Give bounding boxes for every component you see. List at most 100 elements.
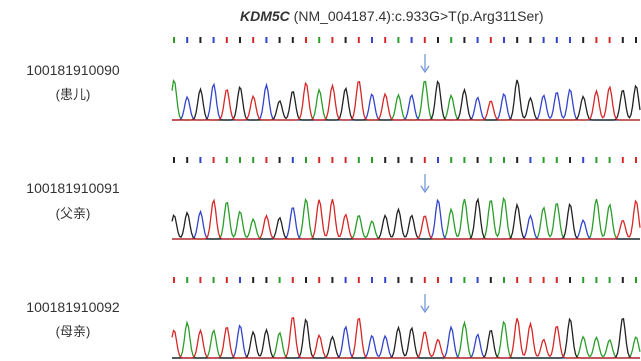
base-call <box>503 277 505 283</box>
base-call <box>595 277 597 283</box>
base-call <box>252 157 254 163</box>
base-call <box>318 37 320 43</box>
base-call <box>463 277 465 283</box>
base-call <box>279 37 281 43</box>
base-call <box>292 37 294 43</box>
base-call <box>252 37 254 43</box>
sample-label: (父亲) <box>8 203 138 222</box>
base-call <box>397 157 399 163</box>
base-call <box>173 277 175 283</box>
base-call <box>424 157 426 163</box>
base-call <box>529 37 531 43</box>
base-call <box>279 277 281 283</box>
title: KDM5C (NM_004187.4):c.933G>T(p.Arg311Ser… <box>240 8 544 24</box>
base-call <box>582 277 584 283</box>
base-call <box>213 277 215 283</box>
base-call <box>279 157 281 163</box>
trace <box>172 84 640 120</box>
base-call <box>582 157 584 163</box>
base-call <box>609 277 611 283</box>
gene-name: KDM5C <box>240 8 290 24</box>
base-call <box>331 277 333 283</box>
sample-label: (患儿) <box>8 84 138 103</box>
base-call <box>384 157 386 163</box>
base-call <box>213 157 215 163</box>
base-call <box>556 157 558 163</box>
base-call <box>437 157 439 163</box>
sample-id: 100181910092 <box>8 299 138 315</box>
base-call <box>305 37 307 43</box>
base-call <box>556 277 558 283</box>
base-call <box>199 277 201 283</box>
base-call <box>595 157 597 163</box>
base-call <box>450 37 452 43</box>
base-call <box>199 157 201 163</box>
sample-id: 100181910090 <box>8 62 138 78</box>
base-call <box>490 37 492 43</box>
base-call <box>477 37 479 43</box>
figure: KDM5C (NM_004187.4):c.933G>T(p.Arg311Ser… <box>0 0 641 361</box>
base-call <box>239 37 241 43</box>
base-call <box>292 157 294 163</box>
variant: (NM_004187.4):c.933G>T(p.Arg311Ser) <box>290 8 544 24</box>
base-call <box>635 277 637 283</box>
base-call <box>265 37 267 43</box>
base-call <box>569 157 571 163</box>
base-call <box>411 37 413 43</box>
base-call <box>595 37 597 43</box>
base-call <box>543 37 545 43</box>
base-call <box>397 37 399 43</box>
base-call <box>490 157 492 163</box>
base-call <box>543 157 545 163</box>
base-call <box>609 157 611 163</box>
base-call <box>622 157 624 163</box>
base-call <box>331 37 333 43</box>
base-call <box>384 37 386 43</box>
base-call <box>556 37 558 43</box>
base-call <box>622 277 624 283</box>
base-call <box>397 277 399 283</box>
base-call <box>199 37 201 43</box>
base-call <box>635 157 637 163</box>
base-call <box>569 37 571 43</box>
base-call <box>186 277 188 283</box>
base-call <box>609 37 611 43</box>
base-call <box>318 277 320 283</box>
base-call <box>226 37 228 43</box>
base-call <box>239 277 241 283</box>
base-call <box>358 277 360 283</box>
base-call <box>305 157 307 163</box>
base-call <box>635 37 637 43</box>
base-call <box>331 157 333 163</box>
base-call <box>318 157 320 163</box>
base-call <box>371 157 373 163</box>
base-call <box>424 277 426 283</box>
base-call <box>516 157 518 163</box>
base-call <box>358 157 360 163</box>
base-call <box>437 277 439 283</box>
base-call <box>516 277 518 283</box>
base-call <box>569 277 571 283</box>
sample-label: (母亲) <box>8 321 138 340</box>
base-call <box>173 157 175 163</box>
base-call <box>463 157 465 163</box>
sample-id: 100181910091 <box>8 180 138 196</box>
base-call <box>582 37 584 43</box>
base-call <box>543 277 545 283</box>
base-call <box>265 157 267 163</box>
base-call <box>345 37 347 43</box>
base-call <box>450 157 452 163</box>
base-call <box>477 157 479 163</box>
base-call <box>437 37 439 43</box>
base-call <box>226 277 228 283</box>
base-call <box>463 37 465 43</box>
base-call <box>503 157 505 163</box>
base-call <box>186 37 188 43</box>
base-call <box>503 37 505 43</box>
base-call <box>239 157 241 163</box>
base-call <box>529 157 531 163</box>
base-call <box>384 277 386 283</box>
base-call <box>516 37 518 43</box>
base-call <box>265 277 267 283</box>
base-call <box>411 157 413 163</box>
